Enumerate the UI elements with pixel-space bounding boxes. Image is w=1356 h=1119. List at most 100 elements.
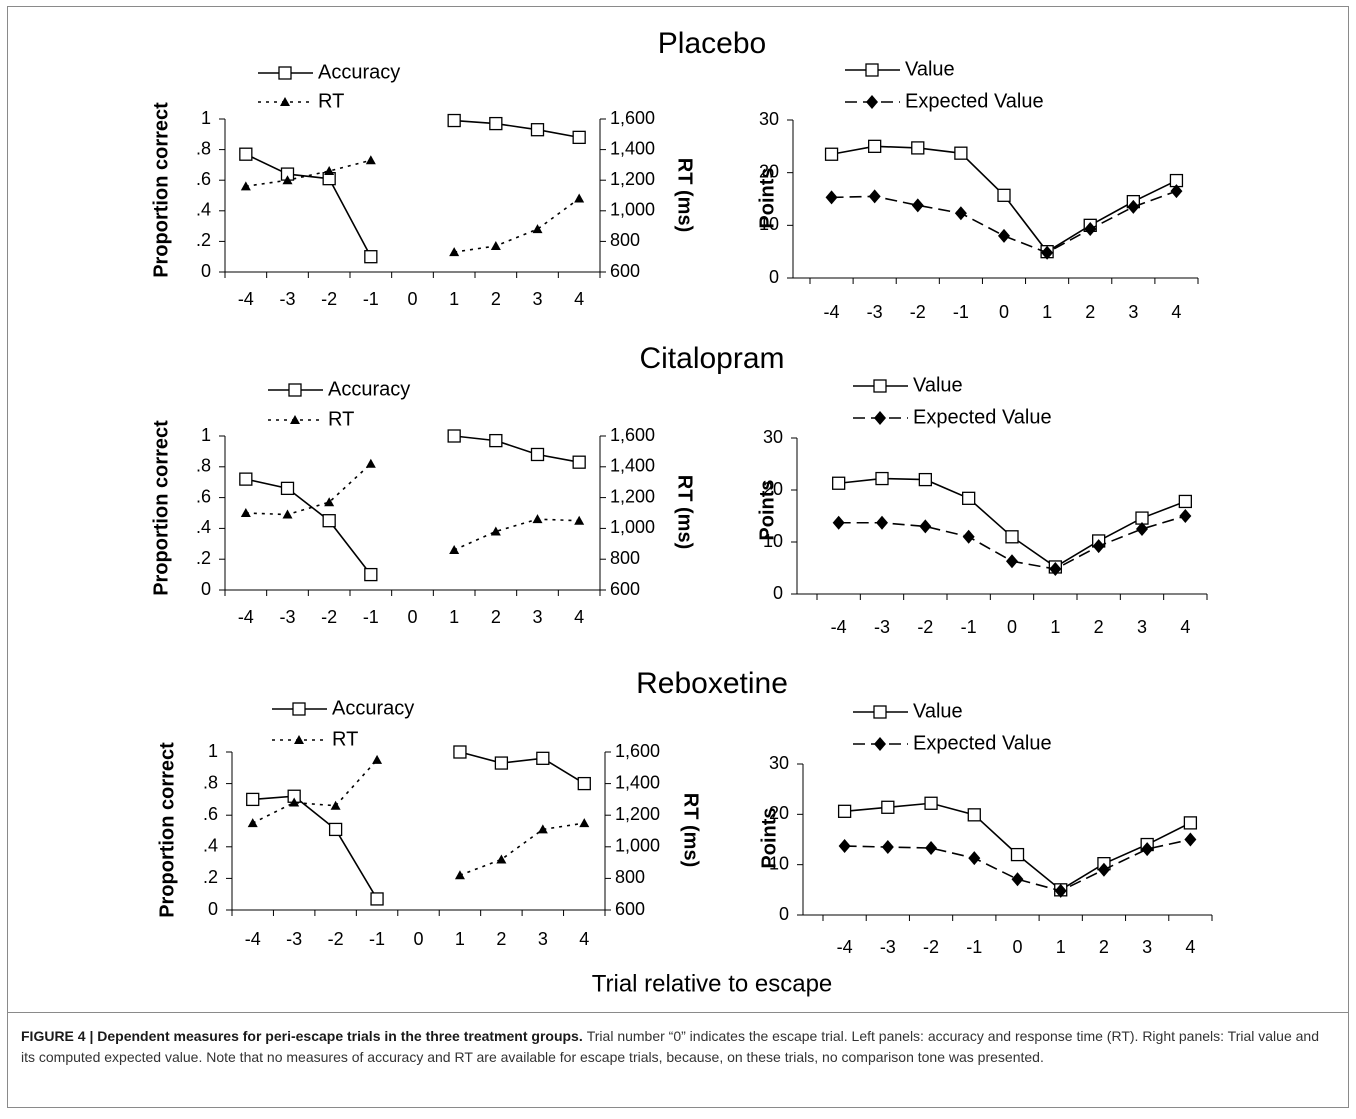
legend-label: Accuracy bbox=[328, 378, 410, 400]
y2-tick-label: 1,000 bbox=[610, 200, 655, 220]
marker bbox=[537, 824, 548, 834]
y-tick-label: 10 bbox=[759, 214, 779, 234]
y-axis-label: Points bbox=[756, 479, 778, 540]
marker bbox=[447, 429, 461, 443]
x-tick-label: 4 bbox=[1185, 937, 1195, 957]
marker bbox=[1136, 522, 1148, 536]
y2-tick-label: 1,400 bbox=[615, 772, 660, 792]
caption-text: Trial number “0” indicates the escape tr… bbox=[21, 1028, 1319, 1065]
x-tick-label: 1 bbox=[455, 929, 465, 949]
marker bbox=[330, 800, 341, 810]
marker bbox=[967, 808, 981, 822]
marker bbox=[837, 804, 852, 818]
x-tick-label: 2 bbox=[491, 607, 501, 627]
marker bbox=[954, 146, 968, 160]
marker bbox=[968, 851, 981, 866]
series-line bbox=[245, 435, 580, 576]
marker bbox=[324, 497, 335, 507]
marker bbox=[530, 123, 545, 137]
x-tick-label: 2 bbox=[1094, 617, 1104, 637]
legend-label: Value bbox=[913, 700, 963, 722]
marker bbox=[918, 472, 932, 487]
x-tick-label: -2 bbox=[917, 617, 933, 637]
x-tick-label: 2 bbox=[1099, 937, 1109, 957]
marker bbox=[832, 476, 846, 490]
marker bbox=[239, 472, 253, 486]
legend-marker bbox=[873, 705, 887, 719]
marker bbox=[1179, 509, 1192, 523]
y2-tick-label: 1,200 bbox=[610, 169, 655, 189]
y-tick-label: .8 bbox=[203, 772, 218, 792]
marker bbox=[328, 822, 343, 837]
y2-tick-label: 600 bbox=[610, 579, 640, 599]
marker bbox=[574, 515, 585, 525]
y-tick-label: .4 bbox=[196, 517, 211, 537]
x-tick-label: -1 bbox=[953, 302, 969, 322]
legend-marker bbox=[280, 97, 290, 106]
marker bbox=[868, 189, 881, 204]
series-line bbox=[245, 159, 580, 253]
x-tick-label: 4 bbox=[1180, 617, 1190, 637]
y-tick-label: .6 bbox=[196, 486, 211, 506]
x-tick-label: -2 bbox=[321, 607, 337, 627]
legend-marker bbox=[873, 379, 887, 393]
y-tick-label: 10 bbox=[769, 853, 789, 873]
x-tick-label: -2 bbox=[910, 302, 926, 322]
marker bbox=[577, 776, 591, 791]
x-tick-label: 3 bbox=[1137, 617, 1147, 637]
legend-label: Expected Value bbox=[913, 732, 1052, 754]
x-axis-label: Trial relative to escape bbox=[592, 970, 833, 997]
marker bbox=[875, 471, 889, 486]
x-tick-label: 1 bbox=[1042, 302, 1052, 322]
legend-label: Expected Value bbox=[905, 90, 1044, 112]
marker bbox=[962, 529, 975, 544]
marker bbox=[1006, 554, 1018, 569]
y-tick-label: 30 bbox=[763, 427, 783, 447]
y2-tick-label: 800 bbox=[615, 867, 645, 887]
series-line bbox=[831, 190, 1177, 254]
y2-tick-label: 1,200 bbox=[615, 804, 660, 824]
marker bbox=[1049, 562, 1062, 577]
marker bbox=[868, 139, 882, 153]
legend-label: Expected Value bbox=[913, 406, 1052, 428]
y-tick-label: .8 bbox=[196, 138, 211, 158]
y2-tick-label: 1,400 bbox=[610, 456, 655, 476]
marker bbox=[494, 756, 509, 770]
marker bbox=[1010, 847, 1025, 862]
marker bbox=[536, 751, 550, 765]
marker bbox=[838, 839, 851, 854]
chart-title: Citalopram bbox=[639, 342, 784, 375]
series-line bbox=[245, 463, 580, 551]
x-tick-label: -1 bbox=[369, 929, 385, 949]
marker bbox=[532, 514, 543, 524]
y-tick-label: 10 bbox=[763, 531, 783, 551]
x-tick-label: 4 bbox=[574, 607, 584, 627]
marker bbox=[825, 190, 838, 205]
series-line bbox=[252, 759, 585, 876]
marker bbox=[1097, 862, 1110, 877]
marker bbox=[280, 481, 295, 496]
marker bbox=[449, 544, 460, 554]
series-line bbox=[838, 477, 1186, 568]
marker bbox=[489, 433, 503, 448]
marker bbox=[240, 181, 251, 191]
marker bbox=[832, 515, 845, 530]
y-tick-label: .8 bbox=[196, 456, 211, 476]
figure: Trial relative to escape Placebo -4 -3 -2 -1… bbox=[150, 27, 1213, 997]
marker bbox=[881, 840, 894, 855]
marker bbox=[532, 224, 543, 234]
x-tick-label: 4 bbox=[574, 289, 584, 309]
marker bbox=[572, 130, 586, 145]
series-line bbox=[844, 838, 1191, 892]
x-tick-label: 1 bbox=[449, 607, 459, 627]
x-tick-label: 0 bbox=[1007, 617, 1017, 637]
marker bbox=[1005, 530, 1019, 544]
marker bbox=[364, 250, 378, 264]
marker bbox=[246, 792, 260, 807]
x-tick-label: 0 bbox=[999, 302, 1009, 322]
y-axis-label: Points bbox=[758, 807, 780, 868]
y-tick-label: .6 bbox=[203, 804, 218, 824]
x-tick-label: -1 bbox=[363, 607, 379, 627]
marker bbox=[447, 113, 461, 128]
